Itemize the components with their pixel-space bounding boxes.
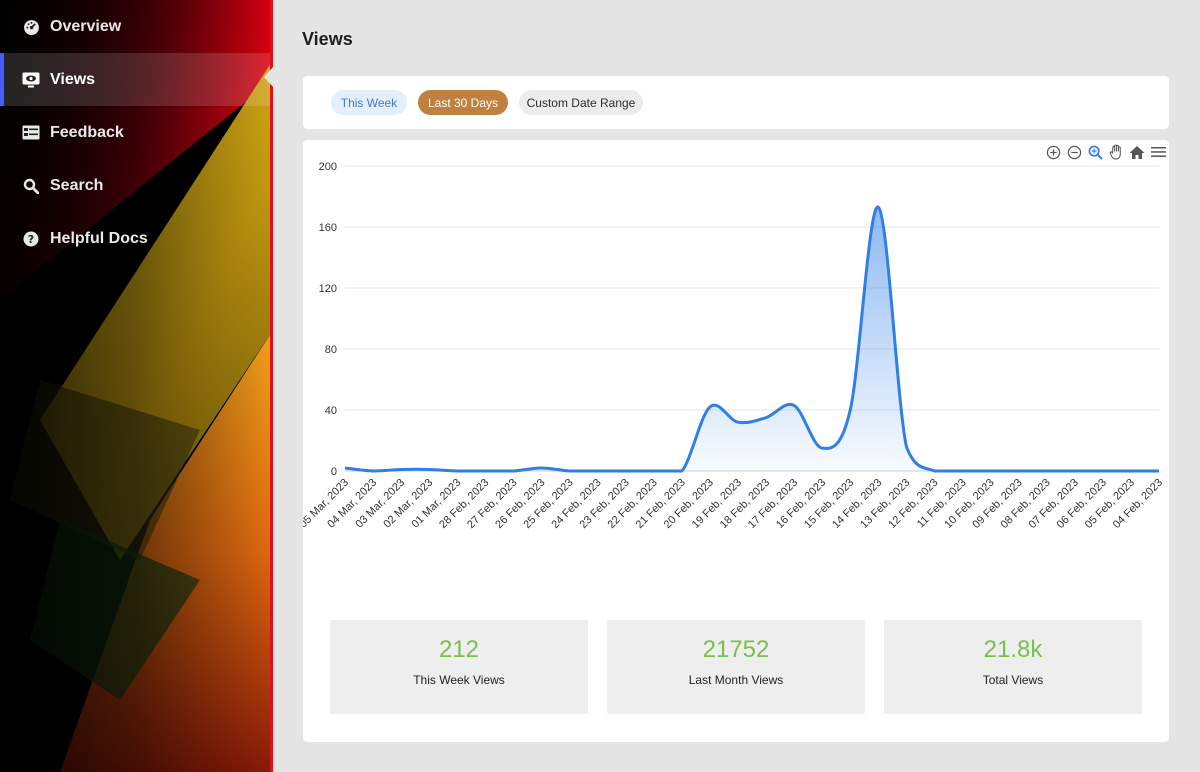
tab-last-30-days[interactable]: Last 30 Days [418, 90, 508, 115]
y-tick-label: 160 [319, 222, 337, 234]
sidebar-item-label: Views [50, 70, 96, 88]
stat-value: 21752 [702, 636, 770, 663]
sidebar-background [0, 0, 273, 772]
reset-home-icon[interactable] [1128, 143, 1146, 161]
sidebar-item-label: Helpful Docs [50, 229, 148, 247]
sidebar-nav: Overview Views Feedback Search ? Helpful… [0, 0, 270, 265]
stat-value: 21.8k [983, 636, 1043, 663]
tab-custom-date-range[interactable]: Custom Date Range [519, 90, 643, 115]
stat-this-week-views: 212 This Week Views [330, 620, 588, 714]
views-chart-card: 0 40 80 120 160 200 05 Mar, 2023 04 Mar, 2023 03… [303, 140, 1169, 742]
stat-last-month-views: 21752 Last Month Views [607, 620, 865, 714]
y-tick-label: 0 [331, 466, 337, 478]
help-circle-icon: ? [22, 230, 40, 248]
stat-label: Total Views [982, 673, 1044, 687]
series-line [344, 205, 1159, 473]
sidebar-item-label: Overview [50, 17, 122, 35]
sidebar-edge [270, 0, 273, 772]
feedback-form-icon [22, 124, 40, 142]
sidebar-item-views[interactable]: Views [0, 53, 270, 106]
tab-this-week[interactable]: This Week [331, 90, 407, 115]
x-tick-label: 04 Feb, 2023 [1111, 477, 1165, 531]
active-nav-pointer [264, 66, 274, 88]
date-range-tabs: This Week Last 30 Days Custom Date Range [303, 76, 1169, 129]
y-tick-label: 200 [319, 161, 337, 173]
y-tick-label: 40 [325, 405, 337, 417]
menu-icon[interactable] [1149, 143, 1167, 161]
chart-toolbar [1044, 143, 1167, 161]
sidebar-item-label: Search [50, 176, 104, 194]
stat-total-views: 21.8k Total Views [884, 620, 1142, 714]
zoom-out-icon[interactable] [1065, 143, 1083, 161]
stat-value: 212 [438, 636, 480, 663]
pan-hand-icon[interactable] [1107, 143, 1125, 161]
sidebar-item-overview[interactable]: Overview [0, 0, 270, 53]
svg-text:?: ? [28, 233, 34, 246]
selection-zoom-icon[interactable] [1086, 143, 1104, 161]
sidebar-item-helpful-docs[interactable]: ? Helpful Docs [0, 212, 270, 265]
sidebar-item-label: Feedback [50, 123, 124, 141]
series-area [345, 207, 1159, 471]
zoom-in-icon[interactable] [1044, 143, 1062, 161]
sidebar-item-feedback[interactable]: Feedback [0, 106, 270, 159]
sidebar: Overview Views Feedback Search ? Helpful… [0, 0, 273, 772]
stat-label: Last Month Views [688, 673, 784, 687]
monitor-eye-icon [22, 71, 40, 89]
dashboard-icon [22, 18, 40, 36]
y-tick-label: 80 [325, 344, 337, 356]
search-icon [22, 177, 40, 195]
page-title: Views [302, 29, 353, 49]
sidebar-item-search[interactable]: Search [0, 159, 270, 212]
y-tick-label: 120 [319, 283, 337, 295]
stat-label: This Week Views [413, 673, 505, 687]
